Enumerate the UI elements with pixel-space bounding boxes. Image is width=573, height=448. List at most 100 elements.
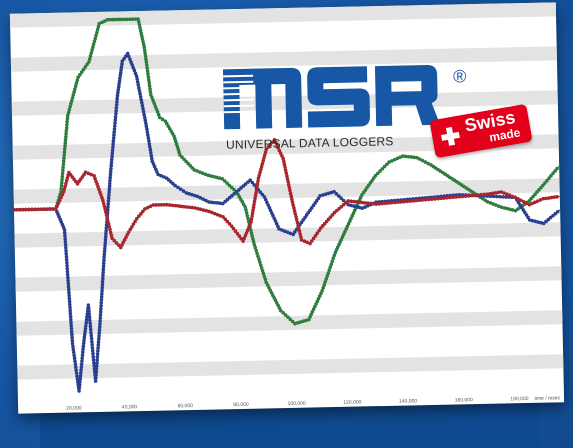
data-point: [417, 198, 422, 203]
data-point: [141, 109, 146, 114]
data-point: [181, 189, 186, 193]
data-point: [21, 207, 25, 212]
data-point: [95, 361, 99, 365]
data-point: [262, 156, 266, 160]
data-point: [325, 274, 330, 278]
data-point: [89, 172, 94, 177]
data-point: [231, 226, 236, 231]
data-point: [144, 121, 148, 126]
data-point: [95, 358, 100, 362]
data-point: [251, 237, 255, 241]
data-point: [142, 112, 146, 117]
data-point: [460, 194, 465, 199]
data-point: [77, 383, 82, 387]
data-point: [97, 328, 102, 332]
data-point: [64, 248, 68, 253]
data-point: [380, 167, 385, 171]
data-point: [533, 219, 538, 224]
data-point: [174, 142, 179, 146]
data-point: [99, 297, 104, 302]
data-point: [78, 377, 83, 381]
data-point: [297, 226, 301, 231]
data-point: [258, 170, 262, 175]
data-point: [66, 284, 71, 289]
data-point: [83, 329, 87, 334]
data-point: [59, 183, 64, 188]
data-point: [71, 347, 76, 352]
data-point: [541, 196, 545, 201]
data-point: [326, 191, 331, 196]
data-point: [95, 355, 100, 359]
data-point: [116, 90, 120, 95]
data-point: [156, 172, 160, 177]
data-point: [71, 344, 75, 349]
data-point: [99, 193, 103, 197]
data-point: [116, 17, 121, 22]
data-point: [133, 71, 138, 76]
data-point: [109, 233, 114, 238]
data-point: [139, 98, 144, 102]
data-point: [412, 155, 416, 160]
data-point: [147, 81, 152, 85]
data-point: [288, 188, 292, 193]
data-point: [80, 356, 84, 360]
data-point: [98, 310, 103, 314]
data-point: [357, 200, 362, 204]
data-point: [403, 154, 408, 159]
data-point: [100, 291, 104, 296]
data-point: [297, 229, 302, 233]
data-point: [97, 187, 101, 192]
data-point: [323, 192, 328, 196]
data-point: [268, 142, 273, 147]
data-point: [549, 195, 554, 200]
data-point: [286, 182, 291, 187]
data-point: [79, 362, 84, 366]
data-point: [70, 338, 75, 343]
data-point: [126, 54, 131, 59]
data-point: [86, 171, 91, 176]
data-point: [122, 17, 127, 22]
data-point: [68, 317, 73, 322]
registered-mark: ®: [453, 66, 467, 86]
data-point: [70, 96, 75, 100]
data-point: [92, 361, 96, 365]
data-point: [130, 17, 135, 21]
data-point: [436, 196, 440, 201]
data-point: [251, 205, 256, 210]
data-point: [61, 162, 66, 167]
data-point: [286, 315, 290, 319]
data-point: [119, 65, 124, 69]
data-point: [72, 356, 77, 361]
data-point: [255, 251, 259, 256]
data-point: [287, 185, 292, 190]
data-point: [83, 170, 88, 175]
data-point: [283, 165, 287, 170]
data-point: [176, 185, 180, 190]
data-point: [329, 262, 334, 267]
data-point: [87, 312, 92, 317]
data-point: [324, 277, 328, 281]
x-tick-label: 20,000: [66, 405, 82, 411]
data-point: [91, 357, 96, 362]
data-point: [378, 169, 382, 173]
data-point: [493, 191, 498, 195]
data-point: [414, 198, 419, 203]
data-point: [78, 374, 83, 378]
data-point: [100, 285, 105, 290]
data-point: [66, 110, 71, 115]
data-point: [60, 177, 64, 182]
data-point: [77, 389, 81, 393]
data-point: [116, 85, 121, 89]
data-point: [64, 125, 69, 130]
data-point: [290, 197, 294, 201]
data-point: [63, 245, 68, 250]
data-point: [108, 175, 113, 180]
data-point: [92, 364, 96, 368]
data-point: [103, 210, 108, 214]
data-point: [392, 200, 397, 205]
data-point: [439, 196, 443, 201]
data-point: [148, 87, 152, 91]
data-point: [122, 56, 126, 61]
data-point: [409, 155, 414, 159]
data-point: [200, 171, 205, 175]
